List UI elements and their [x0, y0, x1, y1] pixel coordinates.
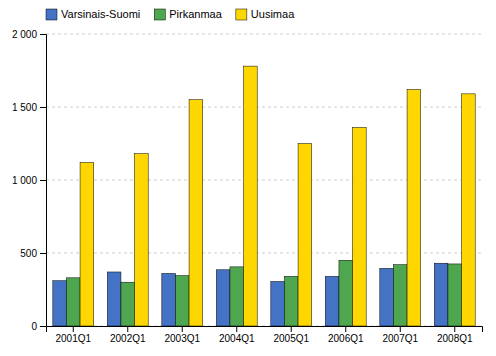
legend-label: Pirkanmaa	[169, 8, 222, 20]
bar	[66, 278, 80, 326]
tick-label: 2003Q1	[164, 333, 200, 344]
bar	[135, 154, 149, 326]
bar	[339, 260, 353, 326]
tick-label: 2008Q1	[437, 333, 473, 344]
tick-label: 0	[31, 321, 37, 332]
legend-item: Varsinais-Suomi	[46, 8, 140, 20]
bar	[448, 264, 462, 326]
axis-line	[47, 327, 483, 333]
y-tick: 0	[31, 321, 46, 332]
tick-label: 500	[20, 248, 37, 259]
tick-mark	[182, 326, 183, 332]
legend-item: Pirkanmaa	[154, 8, 222, 20]
tick-label: 1 000	[12, 175, 37, 186]
bar	[244, 66, 258, 326]
axis-line	[40, 35, 47, 327]
bar	[189, 100, 203, 326]
bar	[271, 281, 285, 326]
tick-label: 2 000	[12, 29, 37, 40]
bar	[80, 162, 94, 326]
y-tick: 1 000	[12, 175, 46, 186]
x-tick: 2002Q1	[110, 326, 146, 344]
legend-item: Uusimaa	[236, 8, 295, 20]
legend: Varsinais-Suomi Pirkanmaa Uusimaa	[46, 8, 295, 20]
bar	[216, 270, 230, 326]
x-tick: 2007Q1	[382, 326, 418, 344]
tick-mark	[400, 326, 401, 332]
bars	[53, 66, 475, 326]
legend-label: Uusimaa	[251, 8, 295, 20]
bar	[284, 276, 298, 326]
bar-series	[66, 260, 461, 326]
tick-label: 2002Q1	[110, 333, 146, 344]
bar	[434, 263, 448, 326]
bar	[230, 267, 244, 326]
bar	[462, 94, 476, 326]
legend-swatch	[236, 9, 247, 20]
tick-mark	[291, 326, 292, 332]
bar	[175, 276, 189, 326]
bar	[393, 265, 407, 326]
tick-mark	[73, 326, 74, 332]
bar	[162, 273, 176, 326]
bar	[380, 268, 394, 326]
bar	[53, 281, 67, 326]
tick-mark	[454, 326, 455, 332]
legend-swatch	[154, 9, 165, 20]
x-axis: 2001Q1 2002Q1 2003Q1 2004Q1 2005Q1 2006Q1 2007…	[47, 326, 483, 344]
y-tick: 500	[20, 248, 46, 259]
grid	[46, 34, 482, 326]
grid-line	[46, 34, 482, 35]
tick-label: 1 500	[12, 102, 37, 113]
x-tick: 2005Q1	[273, 326, 309, 344]
y-tick: 2 000	[12, 29, 46, 40]
tick-mark	[40, 107, 46, 108]
x-tick: 2001Q1	[55, 326, 91, 344]
tick-label: 2006Q1	[328, 333, 364, 344]
x-tick: 2004Q1	[219, 326, 255, 344]
chart: 05001 0001 5002 0002001Q12002Q12003Q1200…	[0, 0, 496, 356]
tick-mark	[40, 34, 46, 35]
tick-mark	[40, 326, 46, 327]
tick-mark	[345, 326, 346, 332]
x-tick: 2003Q1	[164, 326, 200, 344]
tick-mark	[127, 326, 128, 332]
x-tick: 2006Q1	[328, 326, 364, 344]
bar	[407, 89, 421, 326]
tick-mark	[40, 253, 46, 254]
bar	[298, 144, 312, 327]
bar	[325, 276, 339, 326]
y-tick: 1 500	[12, 102, 46, 113]
y-axis: 0 500 1 000 1 500 2 000	[12, 29, 47, 332]
tick-label: 2001Q1	[55, 333, 91, 344]
bar	[121, 282, 135, 326]
x-tick: 2008Q1	[437, 326, 473, 344]
tick-label: 2007Q1	[382, 333, 418, 344]
legend-swatch	[46, 9, 57, 20]
plot: 05001 0001 5002 0002001Q12002Q12003Q1200…	[12, 29, 483, 344]
bar	[353, 127, 367, 326]
legend-label: Varsinais-Suomi	[61, 8, 140, 20]
tick-label: 2004Q1	[219, 333, 255, 344]
tick-mark	[236, 326, 237, 332]
tick-mark	[40, 180, 46, 181]
tick-label: 2005Q1	[273, 333, 309, 344]
bar-series	[80, 66, 475, 326]
bar	[107, 272, 121, 326]
